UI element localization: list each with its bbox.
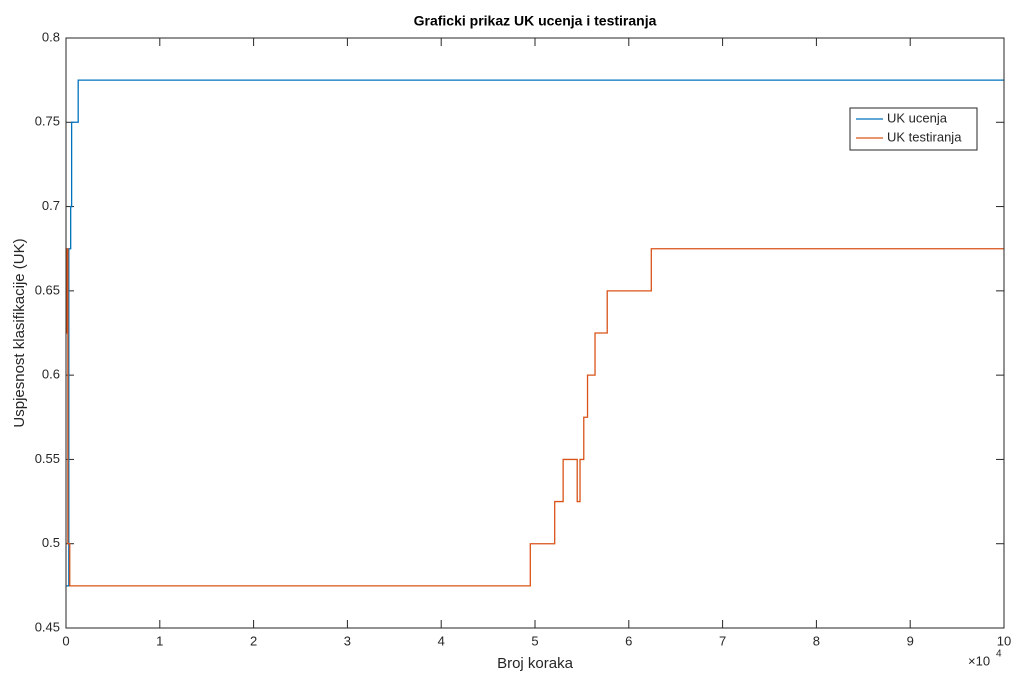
legend: UK ucenja UK testiranja xyxy=(849,107,978,151)
legend-label: UK testiranja xyxy=(887,129,962,144)
x-tick-label: 4 xyxy=(438,633,445,648)
axes-box xyxy=(65,37,1005,629)
y-tick-label: 0.7 xyxy=(42,198,60,213)
x-exponent-base: ×10 xyxy=(968,653,990,668)
x-tick-label: 2 xyxy=(250,633,257,648)
x-tick-label: 5 xyxy=(531,633,538,648)
x-tick-label: 6 xyxy=(625,633,632,648)
x-axis-label: Broj koraka xyxy=(497,655,574,672)
series-line xyxy=(66,79,1004,587)
x-tick-label: 1 xyxy=(156,633,163,648)
series-line xyxy=(66,248,1004,587)
y-tick-label: 0.6 xyxy=(42,367,60,382)
x-tick-label: 8 xyxy=(813,633,820,648)
chart-title: Graficki prikaz UK ucenja i testiranja xyxy=(414,13,657,29)
x-tick-label: 9 xyxy=(907,633,914,648)
legend-box xyxy=(849,107,978,151)
y-axis-label: Uspjesnost klasifikacije (UK) xyxy=(11,238,28,427)
y-tick-label: 0.5 xyxy=(42,535,60,550)
legend-label: UK ucenja xyxy=(887,110,948,125)
x-tick-label: 3 xyxy=(344,633,351,648)
x-exponent-power: 4 xyxy=(996,649,1002,660)
y-tick-label: 0.45 xyxy=(35,619,60,634)
x-tick-label: 0 xyxy=(62,633,69,648)
y-tick-label: 0.55 xyxy=(35,451,60,466)
y-tick-label: 0.75 xyxy=(35,114,60,129)
y-tick-label: 0.65 xyxy=(35,282,60,297)
x-tick-label: 7 xyxy=(719,633,726,648)
x-tick-label: 10 xyxy=(997,633,1011,648)
y-tick-label: 0.8 xyxy=(42,29,60,44)
